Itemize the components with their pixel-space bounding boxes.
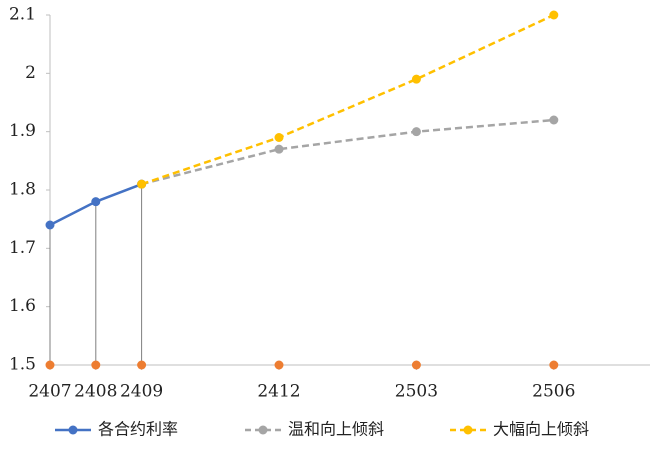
base-point — [91, 360, 101, 370]
y-tick-label: 2.1 — [9, 5, 36, 25]
x-tick-label: 2506 — [532, 382, 575, 402]
legend-marker — [463, 425, 473, 435]
series-point — [549, 115, 559, 125]
base-point — [411, 360, 421, 370]
y-tick-label: 1.7 — [9, 238, 36, 258]
x-tick-label: 2408 — [74, 382, 117, 402]
series-point — [45, 220, 55, 230]
y-tick-label: 1.9 — [9, 121, 36, 141]
legend-marker — [68, 425, 78, 435]
x-tick-label: 2503 — [395, 382, 438, 402]
series-point — [274, 133, 284, 142]
legend-label: 大幅向上倾斜 — [493, 420, 589, 439]
series-point — [411, 127, 421, 137]
x-tick-label: 2412 — [257, 382, 300, 402]
legend-marker — [258, 425, 268, 435]
y-tick-label: 2 — [25, 63, 36, 83]
series-point — [274, 144, 284, 154]
series-line — [141, 118, 554, 186]
legend-label: 温和向上倾斜 — [288, 420, 384, 439]
legend-label: 各合约利率 — [98, 420, 178, 439]
y-tick-label: 1.8 — [9, 180, 36, 200]
y-tick-label: 1.5 — [9, 355, 36, 375]
series-point — [411, 74, 421, 84]
series-point — [137, 179, 147, 189]
base-point — [549, 360, 559, 370]
y-tick-label: 1.6 — [9, 296, 36, 316]
series-point — [91, 197, 101, 207]
base-point — [137, 360, 147, 370]
series-line — [141, 13, 555, 186]
x-tick-label: 2407 — [28, 382, 71, 402]
base-point — [45, 360, 55, 370]
legend: 各合约利率 温和向上倾斜 大幅向上倾斜 — [55, 420, 589, 439]
base-point — [274, 360, 284, 370]
x-tick-label: 2409 — [120, 382, 163, 402]
series-point — [549, 10, 559, 20]
